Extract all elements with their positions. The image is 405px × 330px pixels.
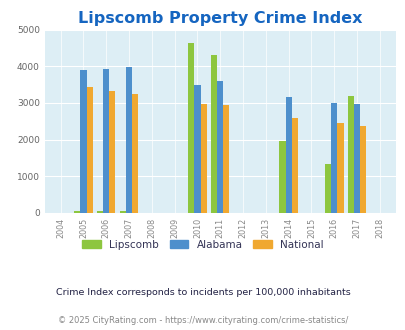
- Bar: [353, 104, 359, 213]
- Text: © 2025 CityRating.com - https://www.cityrating.com/crime-statistics/: © 2025 CityRating.com - https://www.city…: [58, 316, 347, 325]
- Bar: [347, 96, 353, 213]
- Bar: [285, 97, 291, 213]
- Title: Lipscomb Property Crime Index: Lipscomb Property Crime Index: [78, 11, 362, 26]
- Bar: [291, 117, 297, 213]
- Bar: [119, 211, 126, 213]
- Bar: [109, 91, 115, 213]
- Bar: [330, 103, 337, 213]
- Bar: [188, 43, 194, 213]
- Bar: [86, 87, 92, 213]
- Bar: [126, 67, 132, 213]
- Bar: [211, 55, 217, 213]
- Bar: [132, 94, 138, 213]
- Bar: [279, 141, 285, 213]
- Bar: [200, 104, 206, 213]
- Bar: [194, 85, 200, 213]
- Bar: [223, 105, 229, 213]
- Legend: Lipscomb, Alabama, National: Lipscomb, Alabama, National: [78, 236, 327, 254]
- Bar: [337, 123, 343, 213]
- Bar: [80, 70, 86, 213]
- Bar: [74, 211, 80, 213]
- Text: Crime Index corresponds to incidents per 100,000 inhabitants: Crime Index corresponds to incidents per…: [55, 287, 350, 297]
- Bar: [217, 81, 223, 213]
- Bar: [103, 69, 109, 213]
- Bar: [359, 126, 365, 213]
- Bar: [97, 211, 103, 213]
- Bar: [324, 164, 330, 213]
